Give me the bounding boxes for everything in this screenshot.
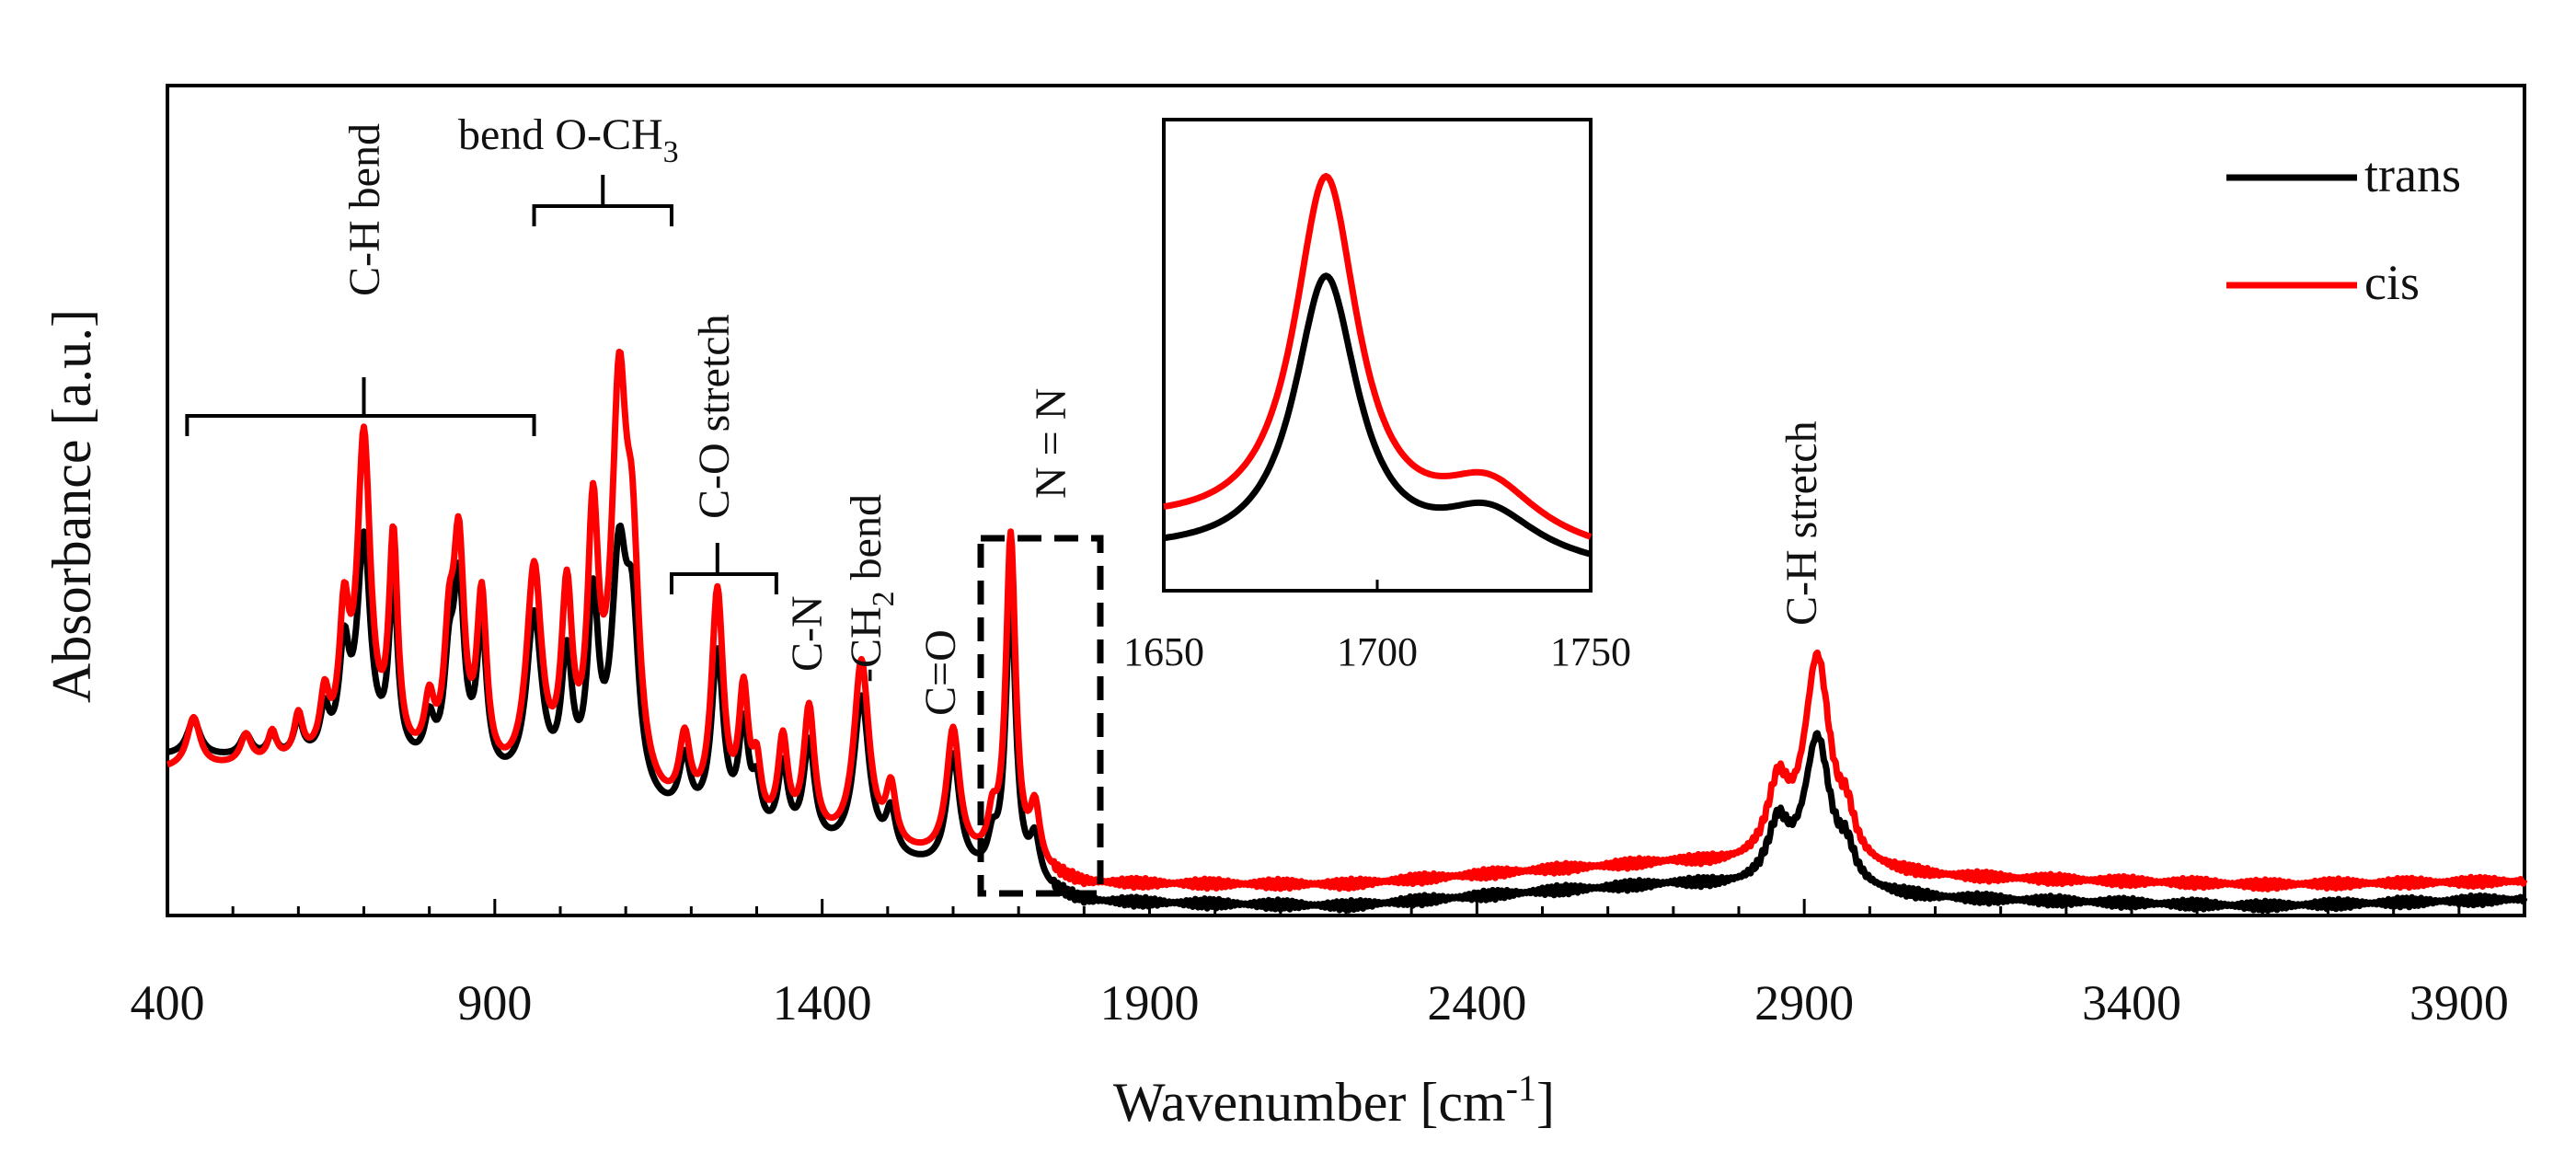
inset-x-tick-label: 1700 — [1337, 629, 1418, 674]
annotation-cn: C-N — [783, 595, 832, 672]
inset-series-line-trans — [1162, 272, 1593, 558]
annotation-ch-stretch: C-H stretch — [1777, 420, 1826, 626]
x-tick-label: 2400 — [1427, 975, 1526, 1031]
legend: trans cis — [2226, 147, 2461, 310]
annotation-brackets — [185, 175, 778, 594]
inset-series-group — [1162, 173, 1593, 558]
x-tick-label: 3400 — [2082, 975, 2181, 1031]
inset-x-tick-label: 1750 — [1550, 629, 1631, 674]
x-axis: 400 900 1400 1900 2400 2900 3400 3900 — [131, 899, 2509, 1031]
n-n-region-box — [977, 535, 1104, 897]
x-axis-title: Wavenumber [cm-1] — [1113, 1067, 1555, 1133]
annotation-ch2-bend: -CH2 bend — [842, 494, 901, 683]
series-line-cis — [165, 349, 2528, 892]
inset-series-line-cis — [1162, 173, 1593, 540]
legend-label-cis: cis — [2364, 255, 2420, 310]
inset-x-axis: 1650 1700 1750 — [1123, 580, 1631, 674]
annotation-ch-bend: C-H bend — [340, 123, 389, 296]
x-tick-label: 3900 — [2409, 975, 2509, 1031]
y-axis-title: Absorbance [a.u.] — [41, 309, 102, 703]
bracket-co-stretch — [669, 543, 778, 594]
annotation-n-n: N = N — [1027, 388, 1075, 499]
bracket-bend-o-ch3 — [532, 175, 673, 226]
x-tick-label: 1400 — [773, 975, 872, 1031]
x-tick-label: 1900 — [1100, 975, 1200, 1031]
annotation-c-o-double: C=O — [916, 629, 965, 716]
annotation-co-stretch: C-O stretch — [690, 314, 739, 519]
x-tick-label: 400 — [131, 975, 205, 1031]
x-tick-label: 900 — [457, 975, 532, 1031]
inset-x-tick-label: 1650 — [1123, 629, 1204, 674]
annotation-bend-o-ch3: bend O-CH3 — [458, 110, 679, 169]
legend-label-trans: trans — [2364, 147, 2461, 202]
bracket-ch-bend — [185, 377, 536, 436]
x-tick-label: 2900 — [1754, 975, 1854, 1031]
